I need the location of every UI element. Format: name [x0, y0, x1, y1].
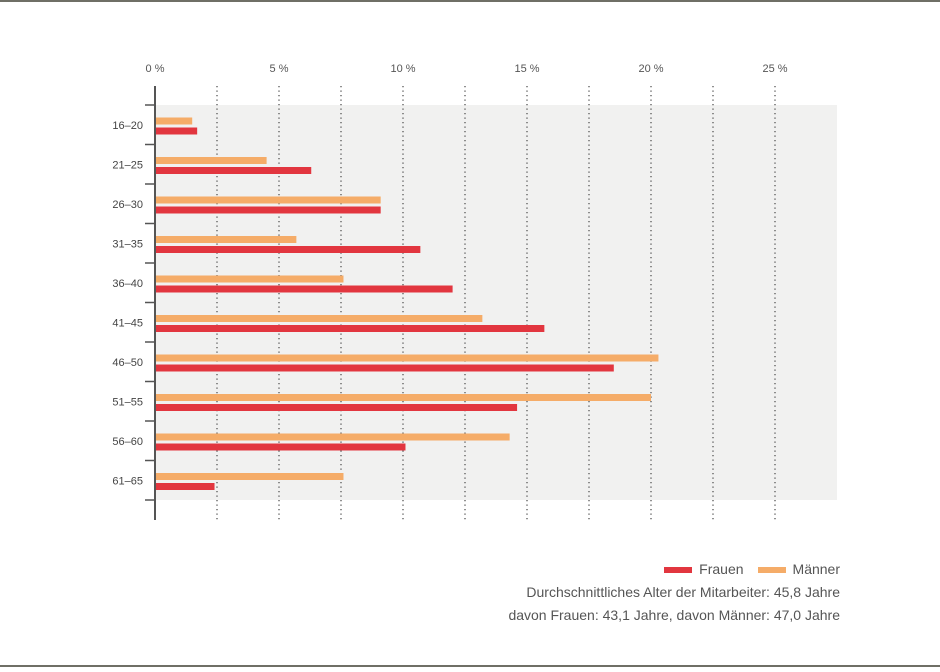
bar-frauen-6	[155, 364, 614, 372]
category-label-2: 26–30	[112, 199, 143, 211]
bar-frauen-3	[155, 246, 421, 253]
x-tick-label-25: 25 %	[762, 63, 787, 75]
category-label-7: 51–55	[112, 396, 143, 408]
x-tick-label-0: 0 %	[146, 63, 165, 75]
x-tick-label-15: 15 %	[514, 63, 539, 75]
bar-maenner-7	[155, 394, 651, 401]
legend-label-maenner: Männer	[792, 561, 840, 577]
bar-frauen-1	[155, 167, 312, 174]
category-label-9: 61–65	[112, 475, 143, 487]
bar-frauen-0	[155, 127, 198, 135]
x-tick-label-5: 5 %	[270, 63, 289, 75]
bottom-rule	[0, 665, 940, 667]
legend-swatch-frauen	[664, 566, 693, 573]
category-label-6: 46–50	[112, 357, 143, 369]
bar-maenner-0	[155, 117, 193, 125]
bar-maenner-9	[155, 473, 344, 480]
legend-label-frauen: Frauen	[699, 561, 744, 577]
bar-maenner-4	[155, 275, 344, 283]
bar-frauen-5	[155, 325, 545, 332]
bar-maenner-8	[155, 433, 510, 441]
bar-maenner-1	[155, 157, 267, 164]
legend: Frauen Männer Durchschnittliches Alter d…	[508, 558, 840, 627]
category-label-3: 31–35	[112, 238, 143, 250]
bar-frauen-2	[155, 206, 381, 214]
average-age-note: Durchschnittliches Alter der Mitarbeiter…	[526, 584, 840, 600]
average-age-split-note: davon Frauen: 43,1 Jahre, davon Männer: …	[508, 607, 840, 623]
plot-background	[155, 105, 837, 500]
bar-maenner-5	[155, 315, 483, 322]
bar-frauen-7	[155, 404, 518, 411]
bar-maenner-6	[155, 354, 659, 362]
category-label-0: 16–20	[112, 120, 143, 132]
legend-swatch-maenner	[757, 566, 786, 573]
category-label-8: 56–60	[112, 436, 143, 448]
age-distribution-bar-chart: 0 % 5 % 10 % 15 % 20 % 25 % 16–20 21–25 26–30 31…	[112, 63, 837, 520]
x-tick-label-20: 20 %	[638, 63, 663, 75]
bar-maenner-2	[155, 196, 381, 204]
top-rule	[0, 0, 940, 2]
bar-frauen-9	[155, 483, 215, 490]
legend-item-frauen: Frauen	[664, 558, 744, 581]
legend-row: Frauen Männer	[508, 558, 840, 581]
legend-item-maenner: Männer	[757, 558, 840, 581]
x-tick-label-10: 10 %	[390, 63, 415, 75]
bar-frauen-4	[155, 285, 453, 293]
category-label-1: 21–25	[112, 159, 143, 171]
category-label-5: 41–45	[112, 317, 143, 329]
category-label-4: 36–40	[112, 278, 143, 290]
bar-maenner-3	[155, 236, 297, 243]
bar-frauen-8	[155, 443, 406, 451]
